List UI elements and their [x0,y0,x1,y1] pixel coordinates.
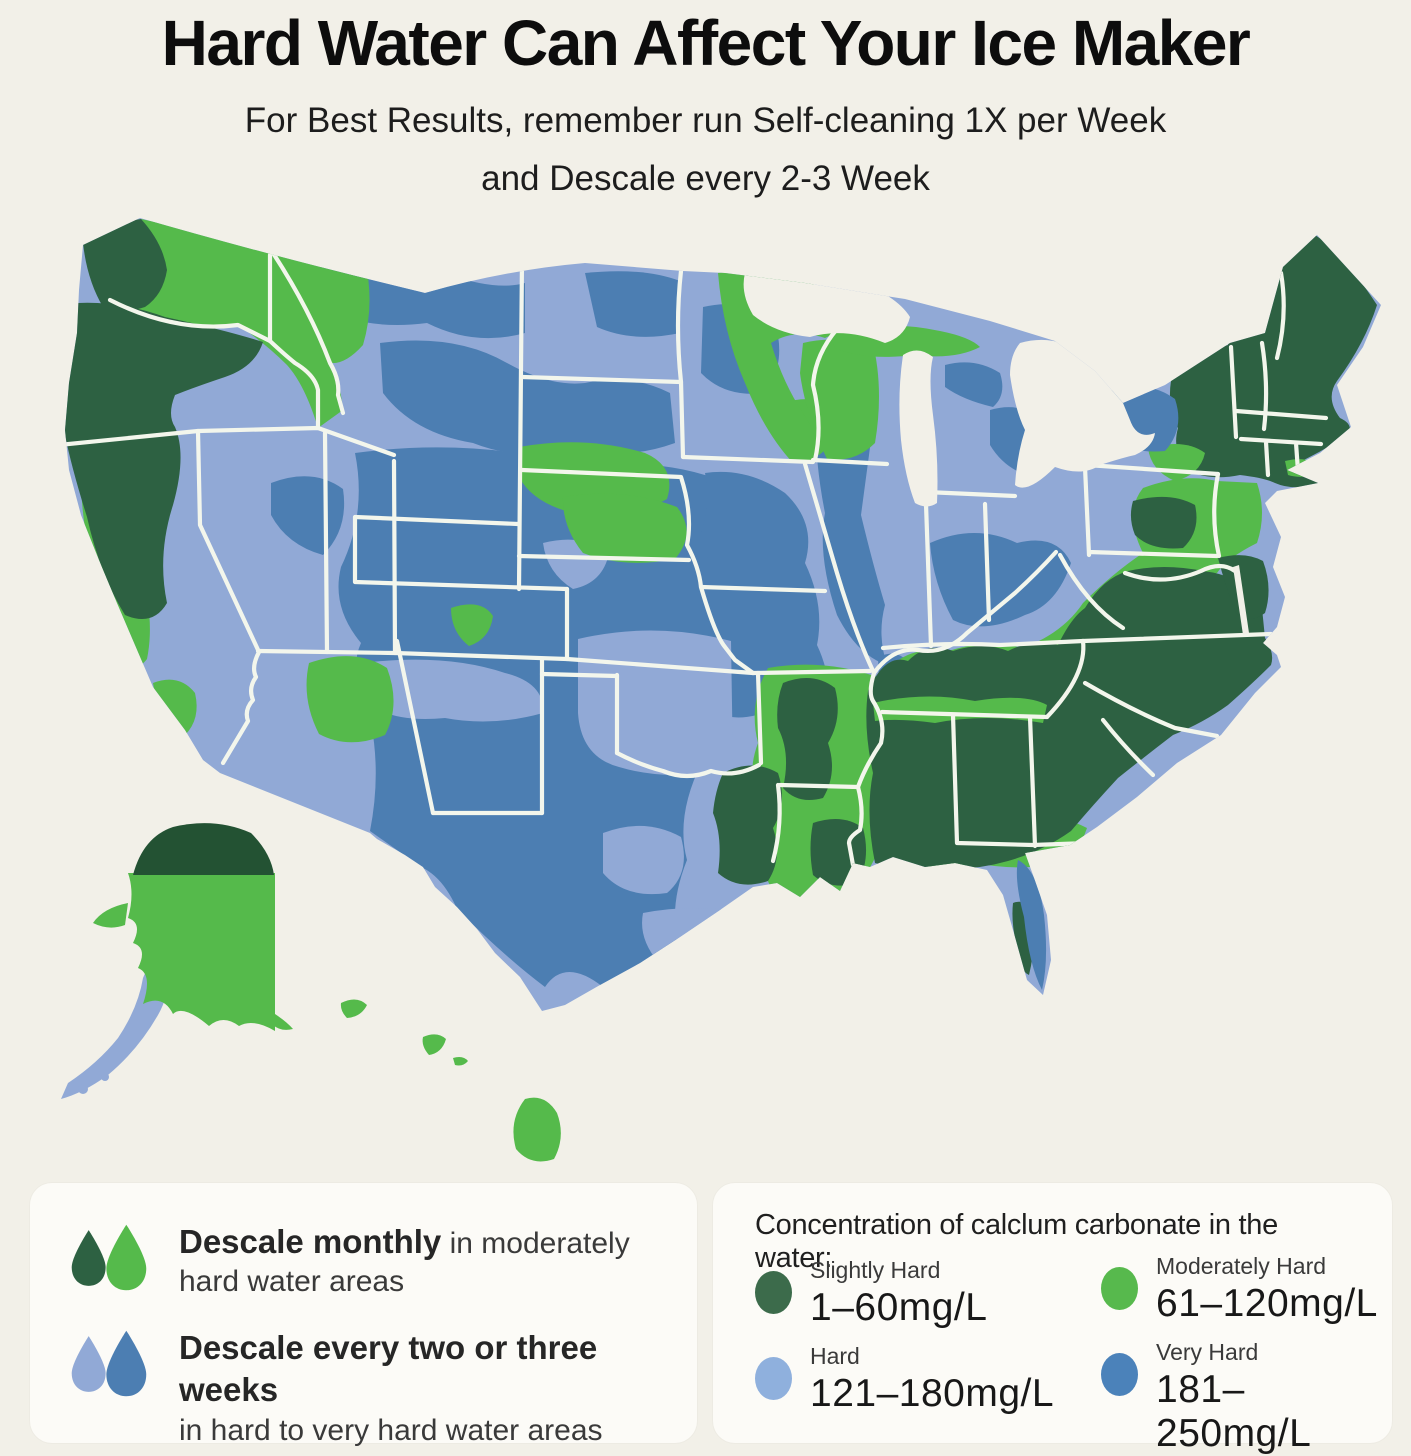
us-hard-water-map [25,215,1385,1175]
legend-item-hard: Hard 121–180mg/L [755,1343,1054,1416]
legend-label: Moderately Hard [1156,1253,1327,1279]
hardness-legend-card: Concentration of calclum carbonate in th… [713,1183,1392,1455]
blue-water-drops-icon [71,1330,147,1397]
moderately-hard-dot-icon [1101,1267,1138,1310]
descale-monthly-row: Descale monthly in moderately hard water… [65,1219,665,1302]
green-water-drops-icon [71,1224,147,1291]
page-subtitle: For Best Results, remember run Self-clea… [0,92,1411,208]
hard-dot-icon [755,1357,792,1400]
slightly-hard-dot-icon [755,1271,792,1314]
legend-label: Hard [810,1343,860,1369]
legend-label: Slightly Hard [810,1257,941,1283]
legend-item-slightly-hard: Slightly Hard 1–60mg/L [755,1257,987,1330]
alaska [61,823,293,1099]
great-lakes [743,264,1249,635]
legend-range: 61–120mg/L [1156,1282,1378,1325]
descale-card: Descale monthly in moderately hard water… [30,1183,697,1447]
descale-monthly-text: Descale monthly in moderately hard water… [179,1223,630,1299]
subtitle-line-1: For Best Results, remember run Self-clea… [244,101,1167,140]
descale-biweekly-text: Descale every two or three weeks in hard… [179,1329,603,1447]
legend-range: 181–250mg/L [1156,1368,1312,1455]
legend-range: 121–180mg/L [810,1372,1055,1415]
legend-title: Concentration of calclum carbonate in th… [755,1209,1278,1274]
legend-item-moderately-hard: Moderately Hard 61–120mg/L [1101,1253,1378,1326]
page-title: Hard Water Can Affect Your Ice Maker [161,7,1251,79]
legend-item-very-hard: Very Hard 181–250mg/L [1101,1339,1392,1456]
legend-range: 1–60mg/L [810,1286,988,1329]
descale-biweekly-row: Descale every two or three weeks in hard… [65,1325,665,1450]
legend-label: Very Hard [1156,1339,1259,1365]
very-hard-dot-icon [1101,1353,1138,1396]
map-slightly-hard-regions [65,219,1377,975]
subtitle-line-2: and Descale every 2-3 Week [481,158,930,198]
us-map-svg [61,218,1381,1162]
state-borders [65,250,1329,868]
hawaii [340,999,561,1162]
